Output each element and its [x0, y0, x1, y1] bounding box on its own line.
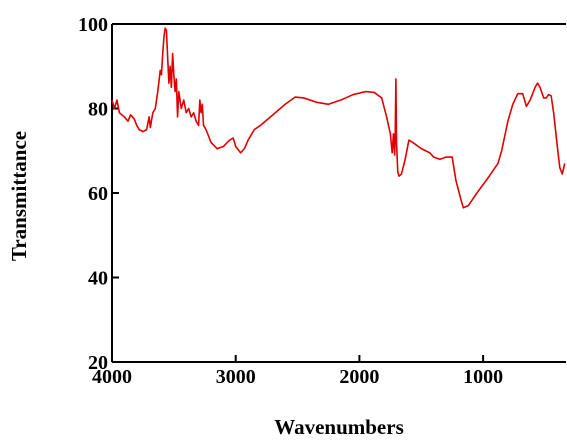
y-axis-title: Transmittance — [7, 131, 31, 261]
y-tick-label: 100 — [78, 14, 108, 36]
x-tick-label: 1000 — [463, 366, 503, 388]
y-tick-label: 60 — [88, 183, 108, 205]
x-tick-label: 2000 — [339, 366, 379, 388]
x-tick-label: 4000 — [92, 366, 132, 388]
y-tick-label: 40 — [88, 268, 108, 290]
y-tick-label: 80 — [88, 99, 108, 121]
spectrum-line — [111, 27, 566, 209]
x-axis-title: Wavenumbers — [274, 415, 404, 439]
x-tick-label: 3000 — [216, 366, 256, 388]
y-tick-label: 20 — [88, 352, 108, 374]
